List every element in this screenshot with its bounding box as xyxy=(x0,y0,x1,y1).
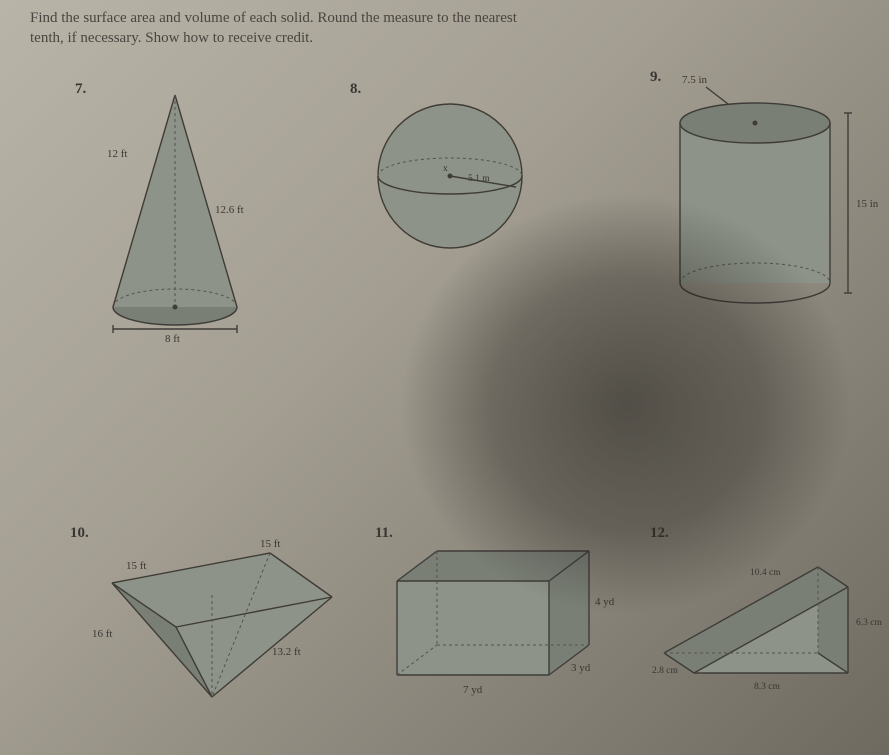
pyramid-figure: 15 ft 15 ft 16 ft 13.2 ft xyxy=(70,525,360,725)
prism-width-label: 3 yd xyxy=(571,662,591,674)
instructions-line2: tenth, if necessary. Show how to receive… xyxy=(30,28,869,48)
tri-prism-figure: 10.4 cm 6.3 cm 2.8 cm 8.3 cm xyxy=(650,525,889,715)
problems-grid: 7. 12 ft 12.6 ft 8 ft 8. xyxy=(30,55,869,735)
cone-center-dot xyxy=(173,304,178,309)
sphere-center-dot xyxy=(448,173,453,178)
cone-slant-right-label: 12.6 ft xyxy=(215,204,244,216)
triprism-hyp-label: 10.4 cm xyxy=(750,568,781,578)
rect-prism-figure: 7 yd 3 yd 4 yd xyxy=(375,525,625,715)
problem-number: 7. xyxy=(75,81,86,98)
prism-height-label: 4 yd xyxy=(595,596,615,608)
problem-8: 8. x 5.1 m xyxy=(350,81,570,281)
problem-number: 8. xyxy=(350,81,361,98)
problem-number: 9. xyxy=(650,69,661,86)
problem-10: 10. 15 ft 15 ft 16 ft xyxy=(70,525,360,735)
cone-slant-left-label: 12 ft xyxy=(107,148,127,160)
sphere-figure: x 5.1 m xyxy=(350,81,550,271)
problem-number: 12. xyxy=(650,525,669,542)
cylinder-height-label: 15 in xyxy=(856,198,879,210)
problem-number: 10. xyxy=(70,525,89,542)
triprism-height-label: 6.3 cm xyxy=(856,618,882,628)
cone-base-label: 8 ft xyxy=(165,333,180,345)
instructions: Find the surface area and volume of each… xyxy=(30,8,869,49)
prism-front xyxy=(397,581,549,675)
cylinder-center-dot xyxy=(753,120,758,125)
pyr-label-a: 15 ft xyxy=(126,560,146,572)
problem-11: 11. 7 xyxy=(375,525,635,735)
problem-9: 9. 7.5 in 15 in xyxy=(650,69,889,329)
problem-12: 12. 10.4 cm 6.3 cm 2.8 cm xyxy=(650,525,889,735)
instructions-line1: Find the surface area and volume of each… xyxy=(30,8,869,28)
sphere-center-mark: x xyxy=(443,164,448,174)
cylinder-figure: 7.5 in 15 in xyxy=(650,69,889,319)
cylinder-bottom-front xyxy=(680,283,830,303)
pyr-label-d: 13.2 ft xyxy=(272,646,301,658)
problem-number: 11. xyxy=(375,525,393,542)
triprism-base-label: 8.3 cm xyxy=(754,682,780,692)
cylinder-body xyxy=(680,123,830,283)
triprism-depth-label: 2.8 cm xyxy=(652,666,678,676)
prism-length-label: 7 yd xyxy=(463,684,483,696)
cone-figure: 12 ft 12.6 ft 8 ft xyxy=(75,81,295,351)
cylinder-radius-label: 7.5 in xyxy=(682,74,708,86)
pyr-label-c: 16 ft xyxy=(92,628,112,640)
worksheet-page: Find the surface area and volume of each… xyxy=(0,0,889,755)
problem-7: 7. 12 ft 12.6 ft 8 ft xyxy=(75,81,315,361)
sphere-radius-label: 5.1 m xyxy=(468,174,490,184)
pyr-label-b: 15 ft xyxy=(260,538,280,550)
